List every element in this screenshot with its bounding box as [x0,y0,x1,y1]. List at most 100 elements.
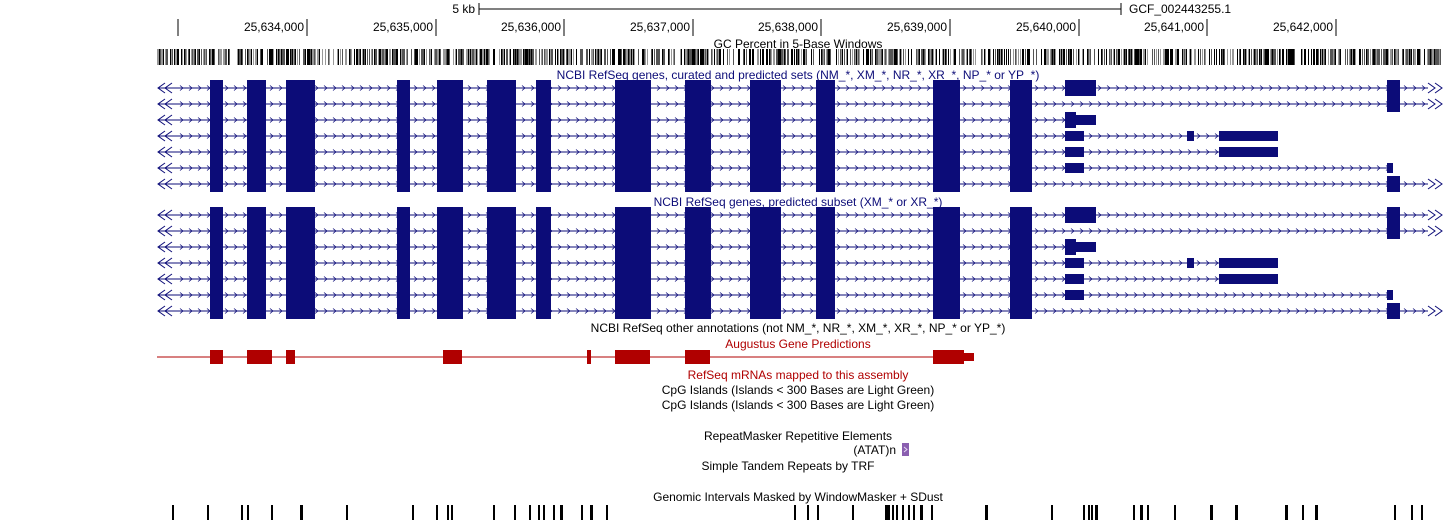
exon-block[interactable] [750,303,781,319]
exon-block[interactable] [487,287,516,303]
augustus-exon[interactable] [933,350,964,364]
exon-block[interactable] [816,112,835,128]
exon-block[interactable] [397,128,410,144]
utr-block[interactable] [1076,115,1096,125]
exon-block[interactable] [487,176,516,192]
augustus-exon[interactable] [247,350,272,364]
left-arrow-icon[interactable] [157,178,166,190]
exon-block[interactable] [685,176,711,192]
exon-block[interactable] [286,96,315,112]
exon-block[interactable] [536,80,551,96]
augustus-track[interactable]: Augustus Gene Predictions [157,337,974,364]
exon-block[interactable] [286,271,315,287]
refseq-predicted-transcripts[interactable] [157,207,1443,319]
exon-block[interactable] [437,271,463,287]
exon-block[interactable] [397,96,410,112]
utr-block[interactable] [1187,258,1194,268]
exon-block[interactable] [1065,112,1076,128]
exon-block[interactable] [615,160,651,176]
transcript[interactable] [157,160,1393,176]
exon-block[interactable] [615,271,651,287]
exon-block[interactable] [397,144,410,160]
exon-block[interactable] [247,287,266,303]
exon-block[interactable] [685,96,711,112]
right-arrow-icon[interactable] [1434,98,1443,110]
refseq-predicted-track[interactable]: NCBI RefSeq genes, predicted subset (XM_… [157,195,1443,319]
exon-block[interactable] [286,112,315,128]
exon-block[interactable] [487,80,516,96]
exon-block[interactable] [286,207,315,223]
exon-block[interactable] [615,287,651,303]
transcript[interactable] [157,207,1443,223]
exon-block[interactable] [750,207,781,223]
exon-block[interactable] [210,271,223,287]
exon-block[interactable] [933,128,960,144]
exon-block[interactable] [750,239,781,255]
exon-block[interactable] [816,223,835,239]
exon-block[interactable] [750,128,781,144]
utr-block[interactable] [1219,131,1278,141]
exon-block[interactable] [247,112,266,128]
exon-block[interactable] [816,303,835,319]
exon-block[interactable] [210,80,223,96]
exon-block[interactable] [487,239,516,255]
exon-block[interactable] [397,287,410,303]
exon-block[interactable] [750,144,781,160]
exon-block[interactable] [286,239,315,255]
exon-block[interactable] [615,128,651,144]
exon-block[interactable] [536,287,551,303]
exon-block[interactable] [933,80,960,96]
exon-block[interactable] [210,112,223,128]
exon-block[interactable] [750,287,781,303]
exon-block[interactable] [1010,255,1032,271]
exon-block[interactable] [397,112,410,128]
exon-block[interactable] [487,223,516,239]
exon-block[interactable] [750,176,781,192]
left-arrow-icon[interactable] [157,241,166,253]
exon-block[interactable] [397,255,410,271]
exon-block[interactable] [685,144,711,160]
exon-block[interactable] [816,96,835,112]
exon-block[interactable] [685,207,711,223]
exon-block[interactable] [933,96,960,112]
exon-block[interactable] [397,80,410,96]
utr-block[interactable] [1219,258,1278,268]
augustus-exon[interactable] [685,350,710,364]
exon-block[interactable] [247,80,266,96]
exon-block[interactable] [247,303,266,319]
exon-block[interactable] [933,207,960,223]
left-arrow-icon[interactable] [164,273,173,285]
exon-block[interactable] [286,303,315,319]
exon-block[interactable] [1010,271,1032,287]
exon-block[interactable] [1010,96,1032,112]
exon-block[interactable] [816,239,835,255]
exon-block[interactable] [437,112,463,128]
transcript[interactable] [157,112,1096,128]
exon-block[interactable] [247,255,266,271]
utr-block[interactable] [1065,290,1084,300]
exon-block[interactable] [536,96,551,112]
exon-block[interactable] [1065,207,1096,223]
exon-block[interactable] [933,255,960,271]
exon-block[interactable] [750,96,781,112]
repeat-element[interactable] [902,443,909,456]
augustus-exon[interactable] [587,350,591,364]
exon-block[interactable] [1010,128,1032,144]
augustus-exon[interactable] [615,350,650,364]
exon-block[interactable] [615,223,651,239]
exon-block[interactable] [1387,96,1400,112]
left-arrow-icon[interactable] [164,241,173,253]
utr-block[interactable] [1387,290,1393,300]
exon-block[interactable] [487,207,516,223]
transcript[interactable] [157,287,1393,303]
exon-block[interactable] [615,239,651,255]
exon-block[interactable] [286,255,315,271]
exon-block[interactable] [210,255,223,271]
left-arrow-icon[interactable] [157,146,166,158]
exon-block[interactable] [487,128,516,144]
utr-block[interactable] [1076,242,1096,252]
left-arrow-icon[interactable] [157,273,166,285]
exon-block[interactable] [1010,303,1032,319]
transcript[interactable] [157,128,1278,144]
augustus-utr[interactable] [964,353,974,361]
